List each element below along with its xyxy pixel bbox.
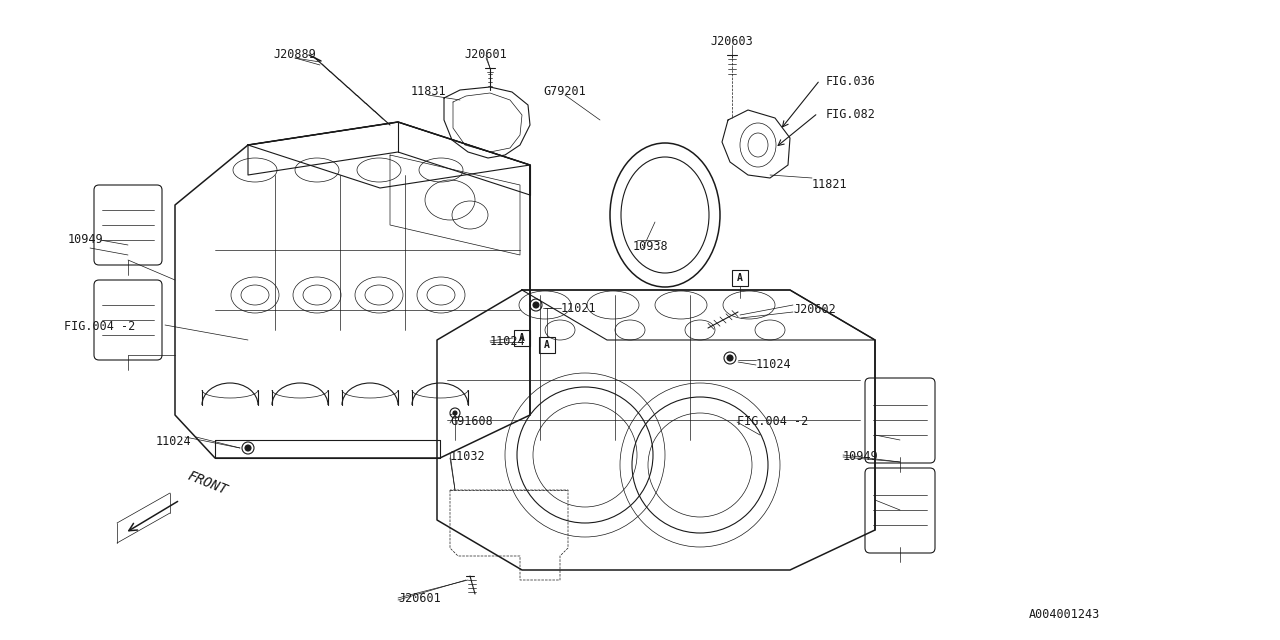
Text: G91608: G91608 [451,415,493,428]
Text: 11024: 11024 [156,435,192,448]
Text: FIG.082: FIG.082 [826,108,876,121]
Text: 11024: 11024 [490,335,526,348]
Text: A: A [737,273,742,283]
Text: 11021: 11021 [561,302,596,315]
Ellipse shape [727,355,733,361]
Ellipse shape [453,411,457,415]
Ellipse shape [244,445,251,451]
Text: 10949: 10949 [844,450,878,463]
Text: G79201: G79201 [544,85,586,98]
Text: 11032: 11032 [451,450,485,463]
Text: A: A [520,333,525,343]
Text: FIG.036: FIG.036 [826,75,876,88]
Text: FIG.004 -2: FIG.004 -2 [64,320,136,333]
Text: J20601: J20601 [465,48,507,61]
Text: FIG.004 -2: FIG.004 -2 [737,415,808,428]
Text: 10938: 10938 [634,240,668,253]
Text: J20889: J20889 [274,48,316,61]
Text: 10949: 10949 [68,233,104,246]
Text: A004001243: A004001243 [1029,608,1100,621]
Text: J20601: J20601 [398,592,440,605]
Text: 11821: 11821 [812,178,847,191]
Text: A: A [544,340,550,350]
Ellipse shape [532,302,539,308]
Text: J20603: J20603 [710,35,754,48]
Text: FRONT: FRONT [186,468,229,497]
Text: 11831: 11831 [410,85,445,98]
Text: 11024: 11024 [756,358,791,371]
Text: J20602: J20602 [794,303,836,316]
